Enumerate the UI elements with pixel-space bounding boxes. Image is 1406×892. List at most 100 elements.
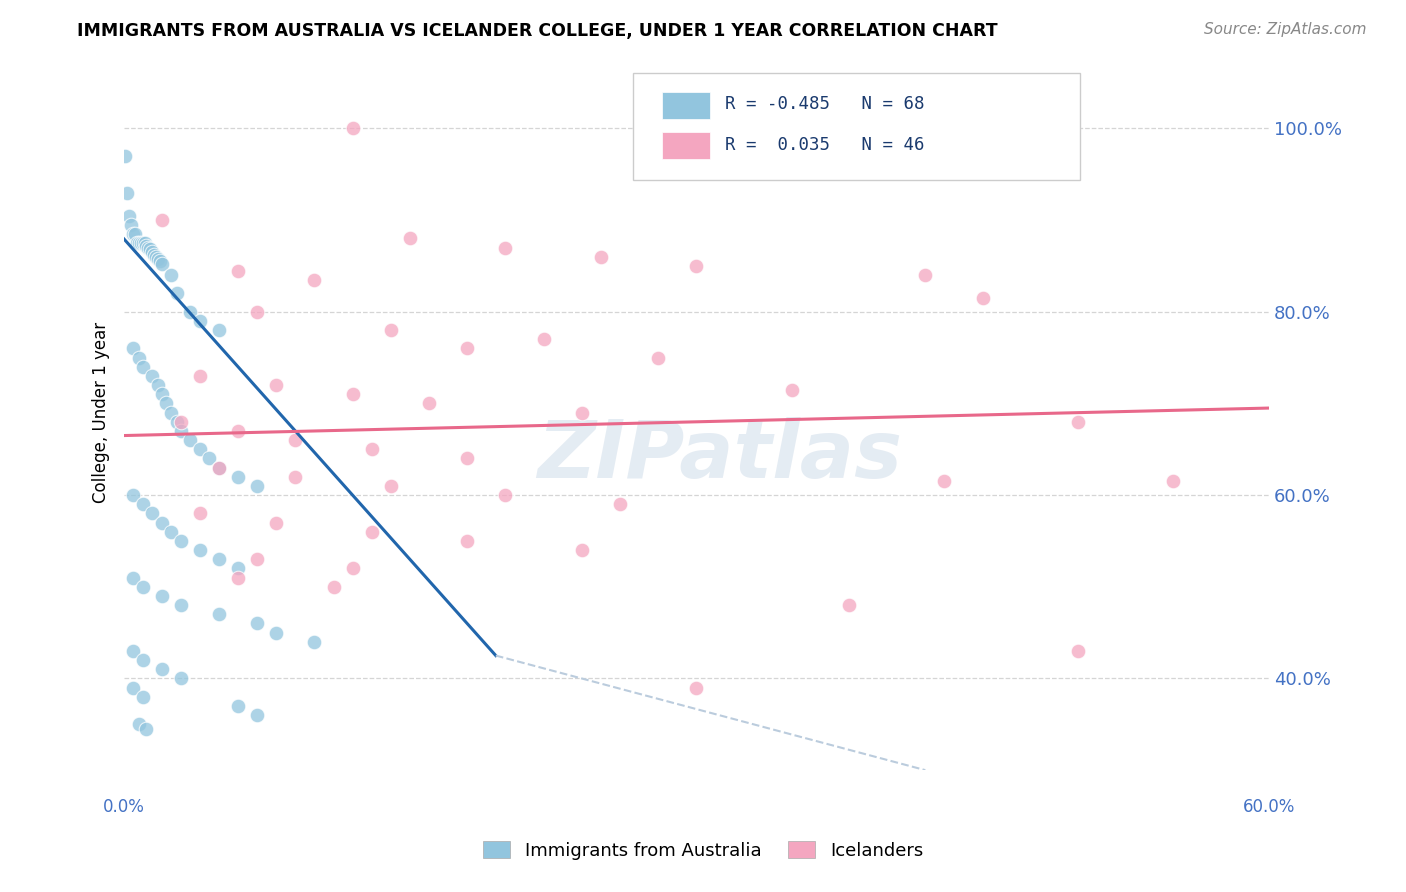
- Point: [131, 497, 153, 511]
- Point: [170, 598, 193, 612]
- Text: IMMIGRANTS FROM AUSTRALIA VS ICELANDER COLLEGE, UNDER 1 YEAR CORRELATION CHART: IMMIGRANTS FROM AUSTRALIA VS ICELANDER C…: [77, 22, 998, 40]
- Text: 60.0%: 60.0%: [1243, 797, 1295, 815]
- Point: [1163, 475, 1185, 489]
- Point: [134, 235, 156, 250]
- Point: [399, 231, 422, 245]
- Point: [647, 351, 669, 365]
- Point: [226, 424, 249, 438]
- Point: [246, 616, 269, 631]
- FancyBboxPatch shape: [662, 132, 710, 159]
- Point: [122, 571, 145, 585]
- Point: [166, 415, 188, 429]
- Point: [117, 186, 139, 200]
- Point: [135, 722, 157, 736]
- Point: [208, 323, 231, 337]
- Point: [685, 259, 707, 273]
- Point: [150, 589, 173, 603]
- Point: [131, 359, 153, 374]
- Point: [143, 248, 166, 262]
- Point: [914, 268, 936, 282]
- Point: [589, 250, 612, 264]
- Point: [264, 378, 287, 392]
- Point: [360, 442, 382, 457]
- Point: [139, 243, 162, 257]
- Point: [934, 475, 956, 489]
- Point: [208, 460, 231, 475]
- Text: 0.0%: 0.0%: [103, 797, 145, 815]
- Point: [122, 681, 145, 695]
- FancyBboxPatch shape: [633, 73, 1080, 180]
- Point: [170, 424, 193, 438]
- Point: [609, 497, 631, 511]
- Point: [149, 254, 172, 268]
- Point: [138, 241, 160, 255]
- Point: [571, 406, 593, 420]
- Point: [571, 543, 593, 558]
- Point: [166, 286, 188, 301]
- Point: [208, 552, 231, 566]
- Point: [456, 451, 478, 466]
- Point: [122, 342, 145, 356]
- Point: [246, 708, 269, 723]
- Point: [128, 717, 150, 731]
- Point: [131, 235, 153, 250]
- Text: R =  0.035   N = 46: R = 0.035 N = 46: [725, 136, 924, 153]
- Point: [124, 227, 146, 241]
- Point: [494, 241, 516, 255]
- Point: [141, 245, 163, 260]
- Point: [264, 516, 287, 530]
- Point: [1067, 644, 1090, 658]
- Point: [118, 209, 141, 223]
- Point: [188, 368, 211, 383]
- Point: [179, 433, 201, 447]
- Point: [150, 257, 173, 271]
- Point: [304, 635, 326, 649]
- Point: [1067, 415, 1090, 429]
- Point: [456, 533, 478, 548]
- Point: [284, 470, 307, 484]
- Point: [972, 291, 994, 305]
- Point: [188, 314, 211, 328]
- Point: [226, 263, 249, 277]
- Point: [360, 524, 382, 539]
- Point: [122, 644, 145, 658]
- Point: [246, 305, 269, 319]
- Point: [141, 368, 163, 383]
- Point: [226, 698, 249, 713]
- Point: [150, 662, 173, 676]
- Point: [188, 507, 211, 521]
- Point: [226, 571, 249, 585]
- Point: [141, 507, 163, 521]
- Point: [150, 387, 173, 401]
- Point: [170, 415, 193, 429]
- Point: [170, 533, 193, 548]
- Point: [131, 690, 153, 704]
- Point: [533, 332, 555, 346]
- Point: [342, 387, 364, 401]
- Point: [170, 672, 193, 686]
- Point: [160, 524, 183, 539]
- Text: Source: ZipAtlas.com: Source: ZipAtlas.com: [1204, 22, 1367, 37]
- Point: [226, 470, 249, 484]
- Point: [128, 235, 150, 250]
- Legend: Immigrants from Australia, Icelanders: Immigrants from Australia, Icelanders: [475, 834, 931, 867]
- Point: [155, 396, 177, 410]
- Y-axis label: College, Under 1 year: College, Under 1 year: [93, 322, 110, 503]
- Point: [160, 268, 183, 282]
- Point: [150, 213, 173, 227]
- Point: [125, 235, 148, 250]
- Point: [128, 351, 150, 365]
- Point: [188, 543, 211, 558]
- Point: [114, 149, 136, 163]
- Point: [494, 488, 516, 502]
- Point: [198, 451, 221, 466]
- Text: ZIPatlas: ZIPatlas: [537, 417, 901, 494]
- Point: [146, 378, 169, 392]
- Point: [342, 121, 364, 136]
- Point: [418, 396, 440, 410]
- Point: [131, 580, 153, 594]
- Point: [685, 681, 707, 695]
- Point: [780, 383, 803, 397]
- Point: [129, 235, 152, 250]
- Point: [122, 227, 145, 241]
